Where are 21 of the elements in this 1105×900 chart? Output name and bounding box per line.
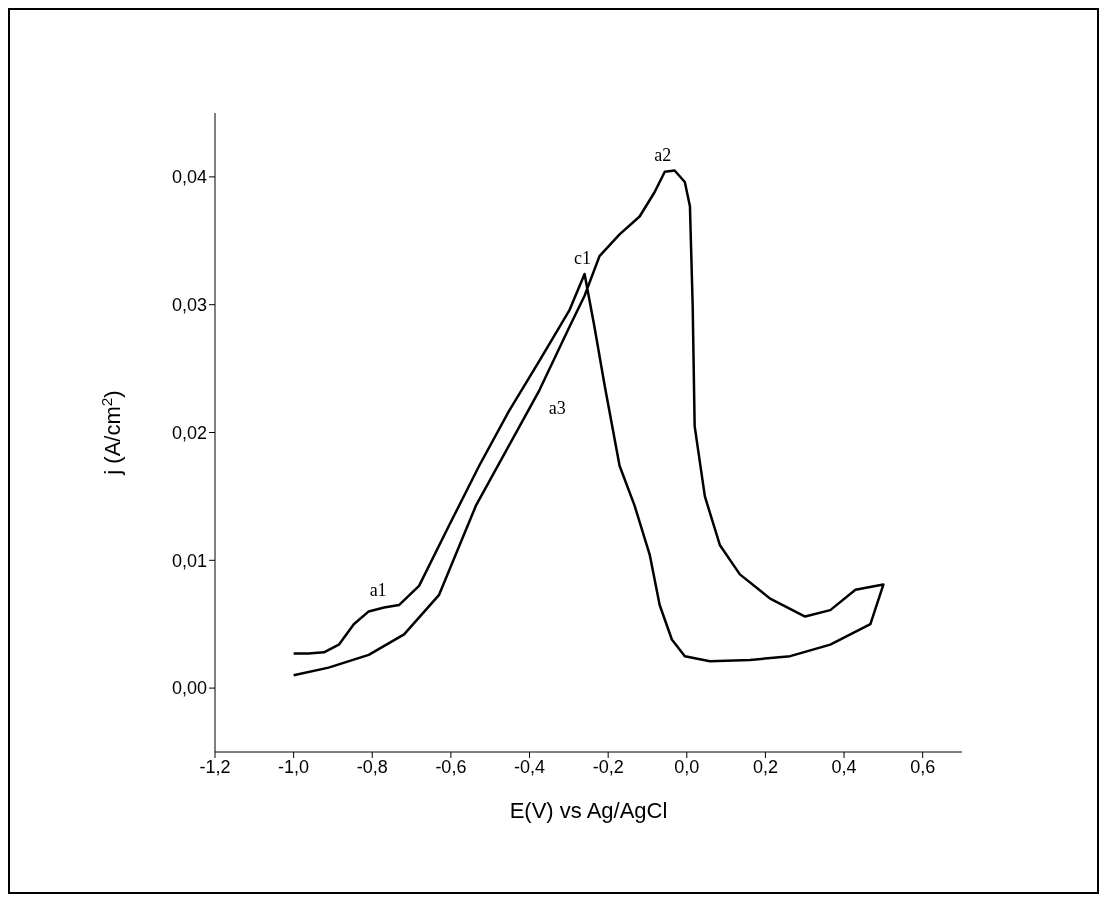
annotation: a2 [654, 144, 672, 165]
y-tick-label: 0,02 [171, 422, 207, 443]
x-tick-label: 0,2 [752, 756, 778, 777]
x-tick-label: 0,6 [910, 756, 936, 777]
y-tick-label: 0,00 [171, 678, 207, 699]
x-tick-label: -1,2 [199, 756, 231, 777]
x-axis-title: E(V) vs Ag/AgCl [509, 797, 668, 823]
y-tick-label: 0,03 [171, 295, 207, 316]
x-tick-label: -0,6 [435, 756, 467, 777]
annotation: c1 [574, 248, 592, 269]
annotation: a1 [369, 580, 387, 601]
x-tick-label: -0,2 [592, 756, 624, 777]
x-tick-label: 0,4 [831, 756, 857, 777]
line-series [292, 169, 885, 677]
x-tick-label: 0,0 [674, 756, 700, 777]
x-tick-label: -1,0 [278, 756, 310, 777]
x-tick-label: -0,4 [514, 756, 546, 777]
annotation: a3 [548, 398, 566, 419]
y-tick-label: 0,01 [171, 550, 207, 571]
y-tick-label: 0,04 [171, 167, 207, 188]
x-tick-label: -0,8 [356, 756, 388, 777]
